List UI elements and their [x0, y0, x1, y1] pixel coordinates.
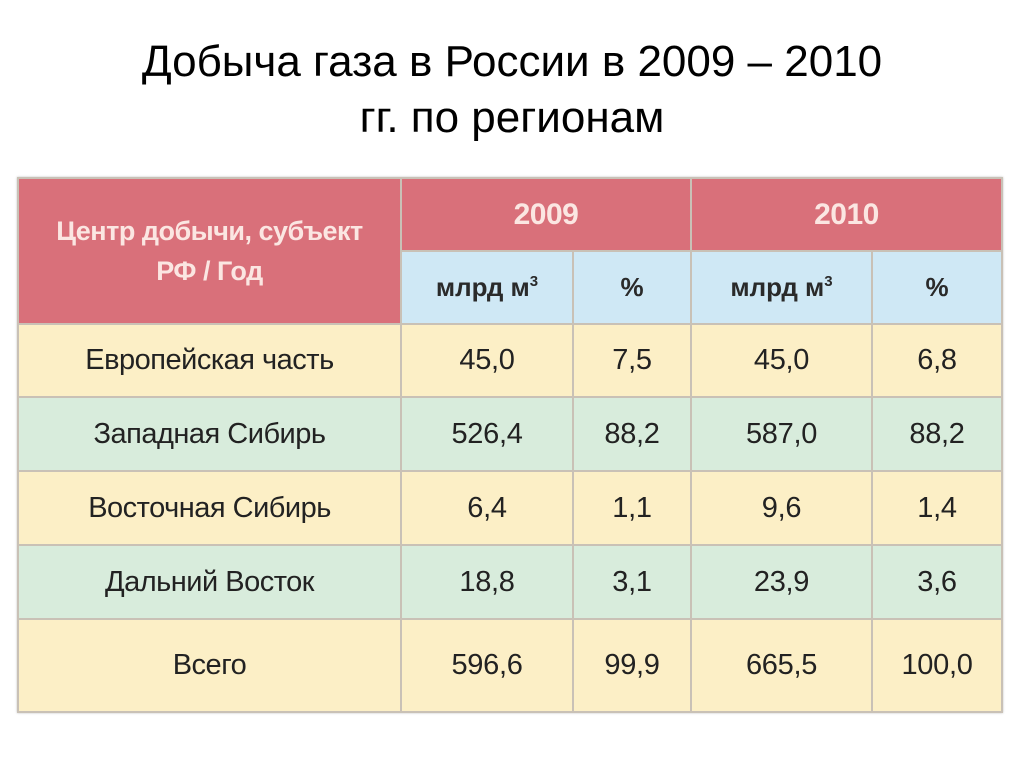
volume-2009-cell: 6,4	[400, 470, 574, 546]
volume-2009-cell: 596,6	[400, 618, 574, 713]
volume-2010-cell: 45,0	[690, 323, 873, 398]
corner-header-line-2: РФ / Год	[156, 256, 263, 286]
table-row-total: Всего 596,6 99,9 665,5 100,0	[17, 618, 1003, 713]
corner-header: Центр добычи, субъект РФ / Год	[17, 177, 402, 325]
unit-header-volume-2009: млрд м3	[400, 250, 574, 325]
volume-2010-cell: 23,9	[690, 544, 873, 620]
percent-2009-cell: 1,1	[572, 470, 692, 546]
table-row: Дальний Восток 18,8 3,1 23,9 3,6	[17, 544, 1003, 620]
percent-2010-cell: 1,4	[871, 470, 1003, 546]
slide-title: Добыча газа в России в 2009 – 2010 гг. п…	[0, 34, 1024, 146]
title-line-1: Добыча газа в России в 2009 – 2010	[141, 37, 883, 86]
corner-header-line-1: Центр добычи, субъект	[56, 216, 363, 246]
percent-2010-cell: 6,8	[871, 323, 1003, 398]
volume-2009-cell: 18,8	[400, 544, 574, 620]
percent-2009-cell: 7,5	[572, 323, 692, 398]
unit-header-percent-2009: %	[572, 250, 692, 325]
table-row: Восточная Сибирь 6,4 1,1 9,6 1,4	[17, 470, 1003, 546]
table-row: Западная Сибирь 526,4 88,2 587,0 88,2	[17, 396, 1003, 472]
unit-header-volume-2010: млрд м3	[690, 250, 873, 325]
header-row-units: млрд м3 % млрд м3 %	[18, 250, 1003, 325]
percent-2010-cell: 3,6	[871, 544, 1003, 620]
region-cell: Всего	[17, 618, 402, 713]
region-cell: Западная Сибирь	[17, 396, 402, 472]
percent-2010-cell: 88,2	[871, 396, 1003, 472]
percent-2009-cell: 99,9	[572, 618, 692, 713]
percent-2010-cell: 100,0	[871, 618, 1003, 713]
region-cell: Европейская часть	[17, 323, 402, 398]
title-line-2: гг. по регионам	[359, 93, 665, 142]
table-row: Европейская часть 45,0 7,5 45,0 6,8	[17, 323, 1003, 398]
header-row-years: Центр добычи, субъект РФ / Год 2009 2010	[17, 177, 1003, 325]
volume-2009-cell: 526,4	[400, 396, 574, 472]
year-header-2009: 2009	[400, 177, 692, 252]
unit-label: млрд м	[435, 272, 530, 302]
volume-2010-cell: 587,0	[690, 396, 873, 472]
percent-2009-cell: 3,1	[572, 544, 692, 620]
volume-2009-cell: 45,0	[400, 323, 574, 398]
unit-header-percent-2010: %	[871, 250, 1003, 325]
unit-superscript: 3	[824, 273, 833, 290]
unit-superscript: 3	[529, 273, 539, 290]
percent-2009-cell: 88,2	[572, 396, 692, 472]
year-header-2010: 2010	[690, 177, 1003, 252]
volume-2010-cell: 665,5	[690, 618, 873, 713]
region-cell: Восточная Сибирь	[17, 470, 402, 546]
region-cell: Дальний Восток	[17, 544, 402, 620]
gas-production-table: Центр добычи, субъект РФ / Год 2009 2010…	[17, 177, 1003, 713]
unit-label: млрд м	[730, 272, 825, 302]
volume-2010-cell: 9,6	[690, 470, 873, 546]
